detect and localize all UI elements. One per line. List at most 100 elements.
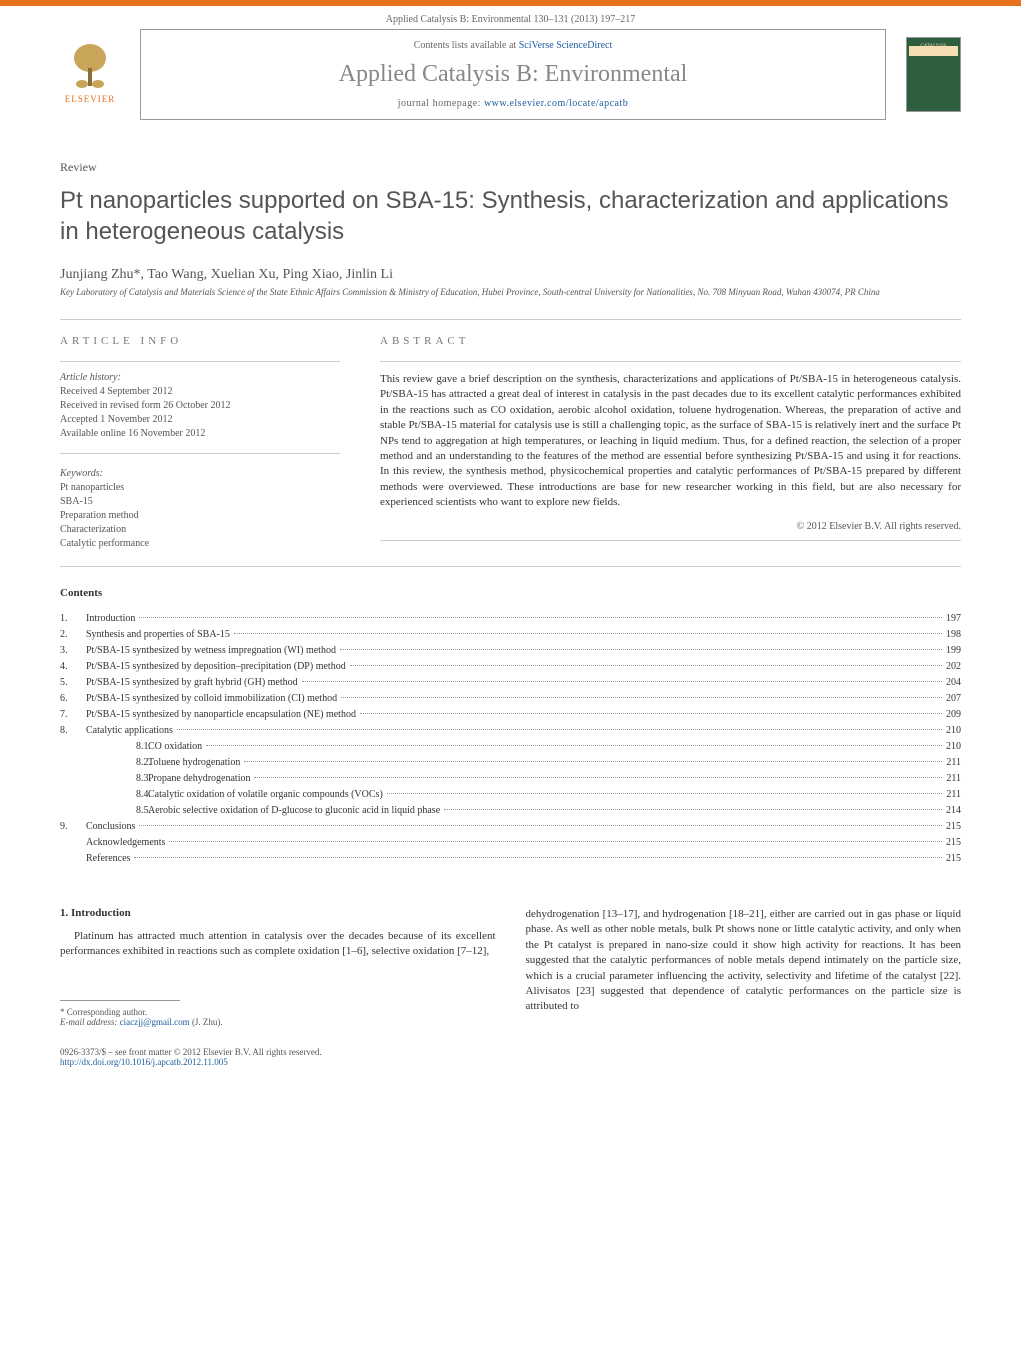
article-type-label: Review xyxy=(0,140,1021,175)
toc-label: Pt/SBA-15 synthesized by deposition–prec… xyxy=(86,659,346,675)
toc-page: 210 xyxy=(946,723,961,739)
toc-row: 3.Pt/SBA-15 synthesized by wetness impre… xyxy=(60,643,961,659)
toc-row: 8.5.Aerobic selective oxidation of D-glu… xyxy=(60,803,961,819)
homepage-link[interactable]: www.elsevier.com/locate/apcatb xyxy=(484,98,628,109)
toc-page: 211 xyxy=(946,755,961,771)
toc-label: Pt/SBA-15 synthesized by wetness impregn… xyxy=(86,643,336,659)
toc-number: 8.1. xyxy=(110,739,148,755)
toc-dots xyxy=(169,841,942,842)
toc-page: 215 xyxy=(946,851,961,867)
toc-number: 9. xyxy=(60,819,86,835)
toc-label: Conclusions xyxy=(86,819,135,835)
toc-dots xyxy=(139,617,942,618)
toc-dots xyxy=(244,761,942,762)
keyword: Catalytic performance xyxy=(60,537,340,551)
article-title: Pt nanoparticles supported on SBA-15: Sy… xyxy=(0,175,1021,257)
info-abstract-row: ARTICLE INFO Article history: Received 4… xyxy=(0,320,1021,566)
corresponding-author: * Corresponding author. xyxy=(60,1007,496,1017)
toc-row: 8.Catalytic applications210 xyxy=(60,723,961,739)
toc-label: Propane dehydrogenation xyxy=(148,771,250,787)
toc-label: Acknowledgements xyxy=(86,835,165,851)
copyright-line: © 2012 Elsevier B.V. All rights reserved… xyxy=(380,521,961,532)
journal-homepage: journal homepage: www.elsevier.com/locat… xyxy=(161,98,865,109)
abstract-heading: ABSTRACT xyxy=(380,335,961,347)
authors-list: Junjiang Zhu*, Tao Wang, Xuelian Xu, Pin… xyxy=(0,257,1021,287)
toc-page: 215 xyxy=(946,835,961,851)
toc-dots xyxy=(302,681,942,682)
toc-row: 8.3.Propane dehydrogenation 211 xyxy=(60,771,961,787)
toc-number: 3. xyxy=(60,643,86,659)
toc-page: 211 xyxy=(946,787,961,803)
running-header: Applied Catalysis B: Environmental 130–1… xyxy=(0,6,1021,29)
journal-name: Applied Catalysis B: Environmental xyxy=(161,61,865,88)
history-item: Received 4 September 2012 xyxy=(60,385,340,399)
toc-row: 9.Conclusions 215 xyxy=(60,819,961,835)
toc-row: Acknowledgements 215 xyxy=(60,835,961,851)
toc-row: 2.Synthesis and properties of SBA-15 198 xyxy=(60,627,961,643)
history-label: Article history: xyxy=(60,372,340,383)
toc-page: 210 xyxy=(946,739,961,755)
abstract-text: This review gave a brief description on … xyxy=(380,372,961,511)
toc-dots xyxy=(350,665,942,666)
doi-link[interactable]: http://dx.doi.org/10.1016/j.apcatb.2012.… xyxy=(60,1057,961,1067)
toc-label: Aerobic selective oxidation of D-glucose… xyxy=(148,803,440,819)
toc-label: Pt/SBA-15 synthesized by colloid immobil… xyxy=(86,691,337,707)
history-item: Accepted 1 November 2012 xyxy=(60,413,340,427)
keyword: Preparation method xyxy=(60,509,340,523)
toc-number: 7. xyxy=(60,707,86,723)
toc-page: 202 xyxy=(946,659,961,675)
toc-label: Toluene hydrogenation xyxy=(148,755,240,771)
toc-number: 8.2. xyxy=(110,755,148,771)
toc-label: References xyxy=(86,851,130,867)
affiliation: Key Laboratory of Catalysis and Material… xyxy=(0,287,1021,319)
toc-label: Catalytic oxidation of volatile organic … xyxy=(148,787,383,803)
toc-page: 198 xyxy=(946,627,961,643)
history-item: Available online 16 November 2012 xyxy=(60,427,340,441)
toc-row: 8.4.Catalytic oxidation of volatile orga… xyxy=(60,787,961,803)
toc-row: 6.Pt/SBA-15 synthesized by colloid immob… xyxy=(60,691,961,707)
scidirect-link[interactable]: SciVerse ScienceDirect xyxy=(519,40,613,51)
contents-lists-label: Contents lists available at SciVerse Sci… xyxy=(161,40,865,51)
keywords-label: Keywords: xyxy=(60,468,340,479)
toc-page: 211 xyxy=(946,771,961,787)
toc-page: 207 xyxy=(946,691,961,707)
toc-page: 215 xyxy=(946,819,961,835)
elsevier-tree-icon xyxy=(68,40,113,90)
toc-page: 214 xyxy=(946,803,961,819)
toc-row: 5.Pt/SBA-15 synthesized by graft hybrid … xyxy=(60,675,961,691)
keyword: Pt nanoparticles xyxy=(60,481,340,495)
article-info-column: ARTICLE INFO Article history: Received 4… xyxy=(60,335,340,551)
toc-number: 2. xyxy=(60,627,86,643)
email-line: E-mail address: ciaczjj@gmail.com (J. Zh… xyxy=(60,1017,496,1027)
toc-dots xyxy=(234,633,942,634)
toc-row: 4.Pt/SBA-15 synthesized by deposition–pr… xyxy=(60,659,961,675)
email-link[interactable]: ciaczjj@gmail.com xyxy=(120,1017,190,1027)
toc-label: Pt/SBA-15 synthesized by nanoparticle en… xyxy=(86,707,356,723)
toc-dots xyxy=(387,793,943,794)
toc-dots xyxy=(340,649,942,650)
toc-number: 8.5. xyxy=(110,803,148,819)
toc-number: 8.4. xyxy=(110,787,148,803)
issn-doi-footer: 0926-3373/$ – see front matter © 2012 El… xyxy=(0,1047,1021,1087)
toc-row: 7.Pt/SBA-15 synthesized by nanoparticle … xyxy=(60,707,961,723)
toc-label: CO oxidation xyxy=(148,739,202,755)
journal-header: Applied Catalysis B: Environmental 130–1… xyxy=(386,14,635,25)
toc-number: 4. xyxy=(60,659,86,675)
toc-number: 8.3. xyxy=(110,771,148,787)
toc-page: 199 xyxy=(946,643,961,659)
toc-dots xyxy=(134,857,942,858)
journal-banner-box: Contents lists available at SciVerse Sci… xyxy=(140,29,886,120)
body-right-col: dehydrogenation [13–17], and hydrogenati… xyxy=(526,907,962,1027)
toc-dots xyxy=(206,745,942,746)
toc-number: 6. xyxy=(60,691,86,707)
toc-dots xyxy=(177,729,942,730)
toc-dots xyxy=(254,777,942,778)
toc-row: References 215 xyxy=(60,851,961,867)
contents-title: Contents xyxy=(60,587,961,599)
journal-cover-thumbnail: CATALYSIS xyxy=(906,37,961,112)
toc-dots xyxy=(444,809,942,810)
toc-label: Synthesis and properties of SBA-15 xyxy=(86,627,230,643)
toc-row: 8.2.Toluene hydrogenation 211 xyxy=(60,755,961,771)
footnote-divider xyxy=(60,1000,180,1001)
table-of-contents: Contents 1.Introduction1972.Synthesis an… xyxy=(0,567,1021,887)
